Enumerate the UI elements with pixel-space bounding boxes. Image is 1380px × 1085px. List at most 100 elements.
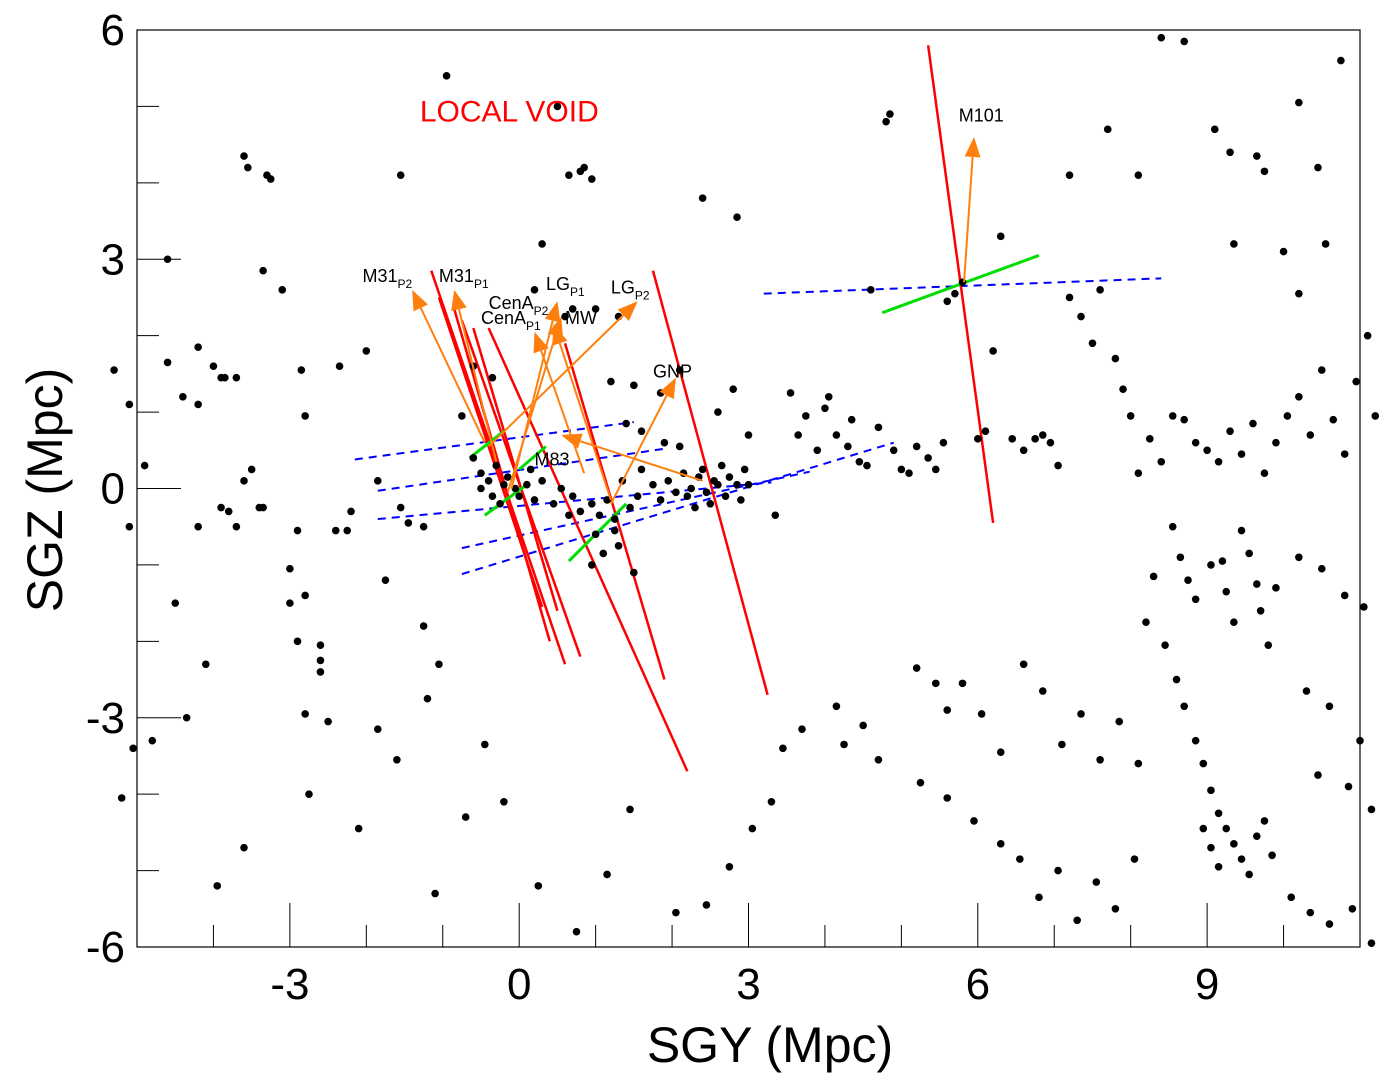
galaxy-point xyxy=(767,798,776,806)
galaxy-point xyxy=(305,790,313,798)
galaxy-point xyxy=(603,496,611,504)
vector-label-subscript: P2 xyxy=(635,289,650,303)
galaxy-point xyxy=(576,507,585,516)
galaxy-point xyxy=(664,477,673,485)
galaxy-point xyxy=(477,469,485,478)
galaxy-point xyxy=(1329,415,1338,424)
galaxy-point xyxy=(591,530,600,539)
galaxy-point xyxy=(912,664,921,672)
galaxy-point xyxy=(1283,412,1292,420)
galaxy-point xyxy=(1260,469,1269,478)
galaxy-point xyxy=(316,641,325,649)
galaxy-point xyxy=(194,343,202,351)
galaxy-point xyxy=(1096,286,1104,294)
galaxy-point xyxy=(844,442,852,451)
galaxy-point xyxy=(1168,412,1177,420)
galaxy-point xyxy=(675,366,684,374)
galaxy-point xyxy=(461,813,470,821)
galaxy-point xyxy=(1073,916,1081,925)
galaxy-point xyxy=(725,862,734,871)
plane-dashed-line xyxy=(377,481,772,521)
galaxy-point xyxy=(702,901,711,909)
galaxy-point xyxy=(534,882,543,890)
galaxy-point xyxy=(419,522,428,531)
galaxy-point xyxy=(1103,125,1112,134)
galaxy-point xyxy=(500,798,508,806)
vector-arrowhead xyxy=(964,136,981,158)
galaxy-point xyxy=(1157,33,1166,42)
galaxy-point xyxy=(675,442,684,451)
galaxy-point xyxy=(423,694,432,703)
galaxy-point xyxy=(1230,618,1238,627)
galaxy-point xyxy=(729,385,738,393)
plane-dashed-line xyxy=(461,441,895,576)
galaxy-point xyxy=(1226,427,1234,435)
vector-arrowhead xyxy=(412,289,428,312)
galaxy-point xyxy=(794,431,802,439)
vector-arrows xyxy=(412,136,981,505)
galaxy-point xyxy=(943,297,952,306)
galaxy-point xyxy=(996,748,1005,756)
minor-axis-line xyxy=(518,445,547,471)
galaxy-point xyxy=(343,526,352,535)
galaxy-point xyxy=(970,817,978,825)
galaxy-point xyxy=(889,446,898,455)
galaxy-point xyxy=(1142,618,1150,627)
galaxy-point xyxy=(1317,366,1326,374)
galaxy-point xyxy=(610,526,619,535)
plot-frame xyxy=(136,29,1361,948)
galaxy-point xyxy=(672,488,680,497)
galaxy-point xyxy=(458,412,466,420)
galaxy-point xyxy=(373,725,382,734)
galaxy-point xyxy=(916,778,925,787)
galaxy-point xyxy=(335,362,344,371)
galaxy-points xyxy=(110,33,1380,947)
y-axis-title: SGZ (Mpc) xyxy=(17,368,73,612)
galaxy-point xyxy=(1054,866,1062,875)
galaxy-point xyxy=(125,400,134,409)
galaxy-point xyxy=(1218,557,1227,565)
galaxy-point xyxy=(553,102,562,111)
galaxy-point xyxy=(293,637,302,646)
galaxy-point xyxy=(1180,37,1188,46)
galaxy-point xyxy=(1115,717,1124,726)
galaxy-point xyxy=(496,499,504,508)
galaxy-point xyxy=(209,362,218,371)
major-axis-line xyxy=(563,342,666,680)
galaxy-point xyxy=(1325,920,1334,928)
plane-dashed-line xyxy=(763,277,1162,295)
galaxy-point xyxy=(1321,240,1330,248)
galaxy-point xyxy=(832,702,841,711)
vector-shaft xyxy=(540,350,586,474)
galaxy-point xyxy=(744,480,753,489)
vector-shaft xyxy=(558,342,612,501)
galaxy-point xyxy=(931,465,940,474)
galaxy-point xyxy=(213,882,222,890)
galaxy-point xyxy=(595,511,604,520)
galaxy-point xyxy=(958,679,967,688)
galaxy-point xyxy=(561,312,569,321)
galaxy-point xyxy=(748,824,757,833)
galaxy-point xyxy=(1260,167,1269,176)
galaxy-point xyxy=(698,194,707,202)
galaxy-point xyxy=(951,289,959,298)
galaxy-point xyxy=(373,477,382,485)
galaxy-point xyxy=(1119,385,1127,393)
galaxy-point xyxy=(912,442,921,451)
galaxy-point xyxy=(1340,591,1349,600)
galaxy-point xyxy=(293,526,302,535)
galaxy-point xyxy=(867,286,875,294)
galaxy-point xyxy=(637,465,646,474)
galaxy-point xyxy=(660,438,669,447)
galaxy-point xyxy=(1207,561,1215,569)
galaxy-point xyxy=(802,412,810,420)
galaxy-point xyxy=(488,373,497,382)
vector-shaft xyxy=(419,307,486,444)
vector-arrowhead xyxy=(617,301,638,321)
galaxy-point xyxy=(1279,247,1288,256)
galaxy-point xyxy=(588,561,596,569)
galaxy-point xyxy=(1008,435,1017,443)
galaxy-point xyxy=(1088,339,1097,348)
galaxy-point xyxy=(393,755,401,764)
